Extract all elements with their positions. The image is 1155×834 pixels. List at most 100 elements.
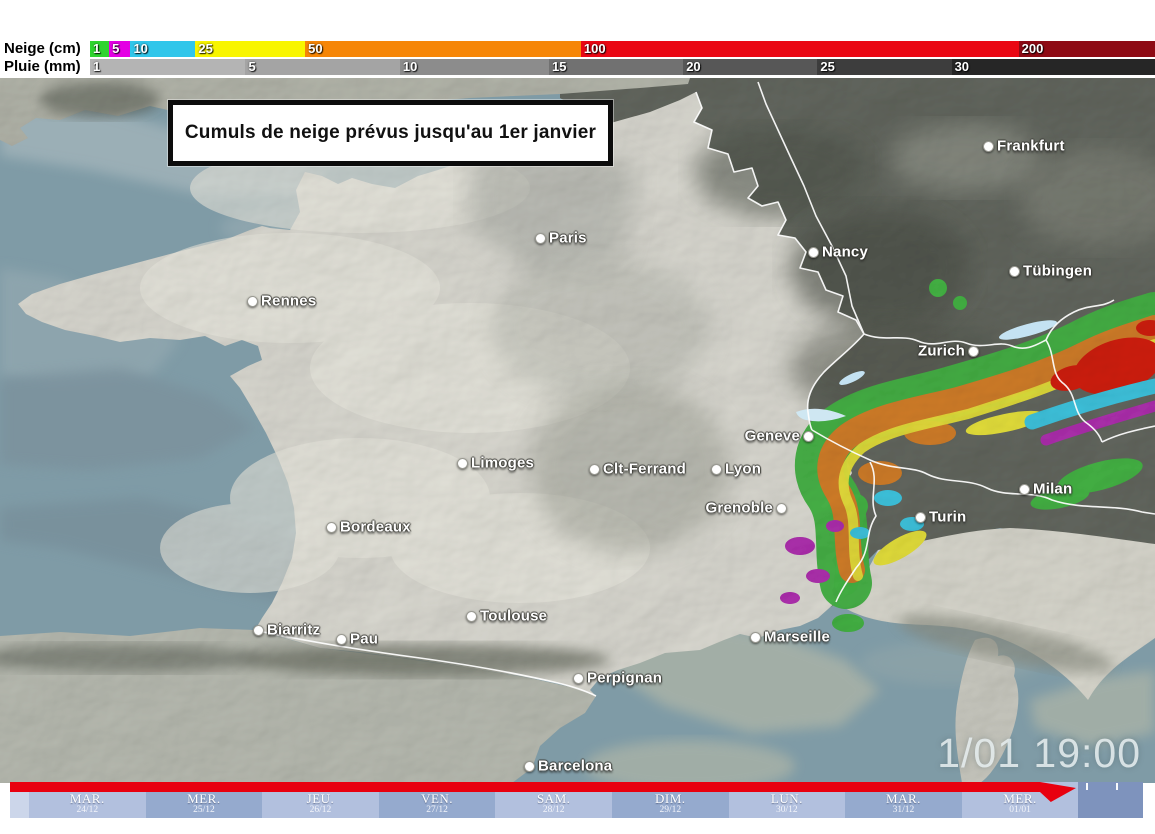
legend-segment-value: 10 <box>133 41 148 56</box>
legend-segment-10: 10 <box>399 59 549 75</box>
day-label: LUN. <box>770 791 803 806</box>
legend-segment-20: 20 <box>683 59 818 75</box>
legend-segment-25: 25 <box>817 59 952 75</box>
legend-segment-10: 10 <box>130 41 196 57</box>
city-label-bordeaux: Bordeaux <box>340 518 411 536</box>
city-dot-tübingen <box>1008 265 1020 277</box>
day-date: 29/12 <box>659 805 682 815</box>
city-dot-marseille <box>749 631 761 643</box>
legend-segment-value: 5 <box>112 41 120 56</box>
legend-segment-30: 30 <box>951 59 1155 75</box>
city-label-marseille: Marseille <box>764 628 831 646</box>
city-label-rennes: Rennes <box>261 292 317 310</box>
legend-segment-5: 5 <box>109 41 131 57</box>
city-dot-toulouse <box>465 610 477 622</box>
land-masses <box>0 78 1155 783</box>
city-dot-paris <box>534 232 546 244</box>
city-dot-biarritz <box>252 624 264 636</box>
city-dot-milan <box>1018 483 1030 495</box>
legend-segment-value: 30 <box>954 59 970 74</box>
map-geography <box>0 78 1155 783</box>
city-dot-pau <box>335 633 347 645</box>
snow-color-scale: 1 5 10 25 50 100 200 <box>90 41 1155 57</box>
legend-segment-5: 5 <box>245 59 400 75</box>
timeline-tick <box>1086 783 1088 790</box>
legend-segment-value: 200 <box>1021 41 1044 56</box>
day-date: 01/01 <box>1009 805 1031 815</box>
city-label-perpignan: Perpignan <box>587 669 663 687</box>
day-date: 31/12 <box>892 805 915 815</box>
city-label-pau: Pau <box>350 630 379 648</box>
timeline-tick <box>1116 783 1118 790</box>
legend-segment-value: 5 <box>248 59 256 74</box>
legend-segment-1: 1 <box>90 59 246 75</box>
city-label-biarritz: Biarritz <box>267 621 321 639</box>
day-label: MAR. <box>886 791 921 806</box>
legend-segment-value: 1 <box>93 59 101 74</box>
legend-segment-200: 200 <box>1018 41 1155 57</box>
timeline-tail-stub <box>1078 782 1143 818</box>
city-label-nancy: Nancy <box>822 243 869 261</box>
legend-segment-value: 10 <box>402 59 418 74</box>
city-dot-lyon <box>710 463 722 475</box>
city-dot-zurich <box>967 345 979 357</box>
day-label: MER. <box>187 791 221 806</box>
map-title: Cumuls de neige prévus jusqu'au 1er janv… <box>184 122 597 143</box>
day-label: DIM. <box>655 791 686 806</box>
city-dot-limoges <box>456 457 468 469</box>
city-dot-frankfurt <box>982 140 994 152</box>
forecast-map[interactable]: Frankfurt Paris Nancy Tübingen Rennes Zurich G… <box>0 78 1155 783</box>
legend-segment-100: 100 <box>580 41 1019 57</box>
legend-segment-25: 25 <box>195 41 306 57</box>
forecast-timestamp: 1/01 19:00 <box>937 730 1141 776</box>
timeline-progress-bar[interactable] <box>10 782 1040 792</box>
snow-legend-row: Neige (cm) 1 5 10 25 50 100 200 <box>0 41 1155 57</box>
legend-segment-value: 50 <box>308 41 323 56</box>
day-label: MAR. <box>69 791 105 806</box>
day-date: 27/12 <box>426 805 448 815</box>
city-label-frankfurt: Frankfurt <box>997 137 1065 155</box>
rain-color-scale: 1 5 10 15 20 25 30 <box>90 59 1155 75</box>
city-dot-geneve <box>802 430 814 442</box>
day-label: JEU. <box>306 791 335 806</box>
legend-segment-value: 100 <box>583 41 606 56</box>
city-label-barcelona: Barcelona <box>538 757 613 775</box>
legend-segment-value: 20 <box>686 59 701 74</box>
city-dot-turin <box>914 511 926 523</box>
city-label-geneve: Geneve <box>744 427 800 445</box>
rain-legend-label: Pluie (mm) <box>4 58 81 75</box>
legend-segment-value: 25 <box>820 59 835 74</box>
day-date: 26/12 <box>309 805 332 815</box>
city-label-grenoble: Grenoble <box>705 499 773 517</box>
day-date: 28/12 <box>542 805 565 815</box>
forecast-timeline[interactable]: MAR. 24/12 MER. 25/12 JEU. 26/12 VEN. 27/12 SAM.… <box>10 782 1143 818</box>
city-dot-perpignan <box>572 672 584 684</box>
day-date: 25/12 <box>193 805 215 815</box>
day-date: 30/12 <box>776 805 798 815</box>
city-dot-barcelona <box>523 760 535 772</box>
day-label: MER. <box>1003 791 1037 806</box>
day-label: VEN. <box>421 791 454 806</box>
city-label-lyon: Lyon <box>725 460 762 478</box>
snow-legend-label: Neige (cm) <box>4 40 81 57</box>
city-label-zurich: Zurich <box>917 342 965 360</box>
city-label-toulouse: Toulouse <box>480 607 548 625</box>
legend-segment-value: 1 <box>93 41 101 56</box>
city-dot-grenoble <box>775 502 787 514</box>
legend-segment-value: 15 <box>552 59 567 74</box>
city-label-milan: Milan <box>1033 480 1073 498</box>
day-label: SAM. <box>536 791 571 806</box>
city-label-paris: Paris <box>549 229 587 247</box>
map-title-box: Cumuls de neige prévus jusqu'au 1er janv… <box>168 100 613 166</box>
legend-segment-15: 15 <box>549 59 684 75</box>
city-dot-clt-ferrand <box>588 463 600 475</box>
city-label-turin: Turin <box>929 508 967 526</box>
legend-segment-50: 50 <box>305 41 581 57</box>
alps-snow-colors <box>780 279 1155 632</box>
city-dot-nancy <box>807 246 819 258</box>
legend-segment-value: 25 <box>198 41 213 56</box>
rain-legend-row: Pluie (mm) 1 5 10 15 20 25 30 <box>0 59 1155 75</box>
city-label-limoges: Limoges <box>471 454 535 472</box>
city-dot-rennes <box>246 295 258 307</box>
